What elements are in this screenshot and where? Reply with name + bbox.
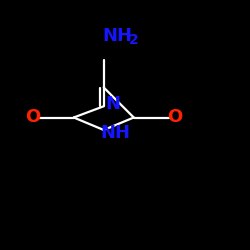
Text: O: O xyxy=(168,108,183,126)
Text: 2: 2 xyxy=(129,33,138,47)
Text: N: N xyxy=(106,95,121,113)
Text: O: O xyxy=(25,108,40,126)
Text: NH: NH xyxy=(102,27,132,45)
Text: NH: NH xyxy=(100,124,130,142)
